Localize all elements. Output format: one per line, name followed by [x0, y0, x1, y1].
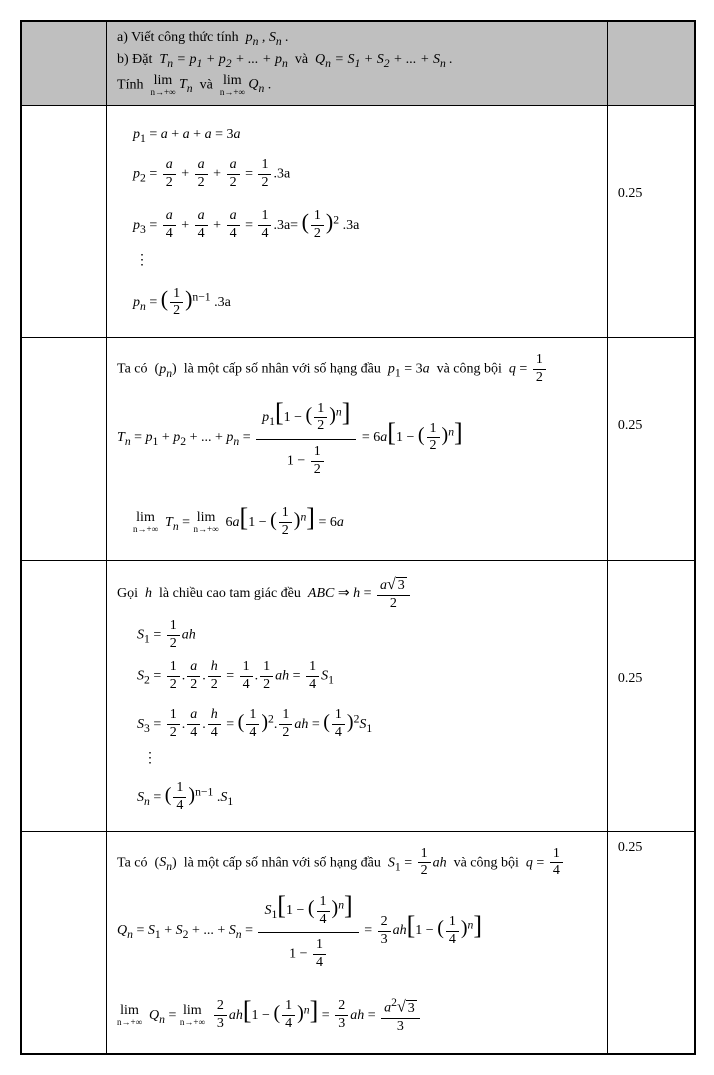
r3-S3: S3 = 12.a4.h4 = (14)2.12ah = (14)2S1 — [137, 700, 597, 744]
r2-lim: limn→+∞ Tn = limn→+∞ 6a[1 − (12)n] = 6a — [133, 489, 597, 546]
r4-score: 0.25 — [607, 831, 694, 1053]
r1-p1: p1 = a + a + a = 3a — [133, 120, 597, 151]
q-b-prefix: b) Đặt — [117, 52, 152, 67]
r1-pn: pn = (12)n−1 .3a — [133, 275, 597, 323]
r1-score: 0.25 — [607, 105, 694, 338]
r2-content: Ta có (pn) là một cấp số nhân với số hạn… — [107, 338, 608, 560]
q-a-math: pn , Sn . — [242, 30, 289, 45]
r2-intro: Ta có (pn) là một cấp số nhân với số hạn… — [117, 352, 597, 387]
q-c-prefix: Tính — [117, 77, 143, 92]
solution-row-2: Ta có (pn) là một cấp số nhân với số hạn… — [22, 338, 695, 560]
r2-intro-pre: Ta có — [117, 362, 148, 377]
solution-row-3: Gọi h là chiều cao tam giác đều ABC ⇒ h … — [22, 560, 695, 831]
q-b-T: Tn = p1 + p2 + ... + pn — [156, 52, 291, 67]
header-content: a) Viết công thức tính pn , Sn . b) Đặt … — [107, 22, 608, 106]
r4-Qn: Qn = S1 + S2 + ... + Sn = S1[1 − (14)n] … — [117, 886, 597, 976]
r3-exp: n−1 — [195, 785, 213, 798]
r4-lim: limn→+∞ Qn = limn→+∞ 23ah[1 − (14)n] = 2… — [117, 982, 597, 1039]
solution-row-1: p1 = a + a + a = 3a p2 = a2 + a2 + a2 = … — [22, 105, 695, 338]
r3-score-val: 0.25 — [618, 671, 643, 686]
r3-S1: S1 = 12ah — [137, 618, 597, 653]
r4-left — [22, 831, 107, 1053]
r4-pre: Ta có — [117, 855, 148, 870]
r3-goi: Gọi — [117, 586, 138, 601]
r3-intro: Gọi h là chiều cao tam giác đều ABC ⇒ h … — [117, 575, 597, 613]
r1-p3: p3 = a4 + a4 + a4 = 14.3a= (12)2 .3a — [133, 198, 597, 246]
r2-score: 0.25 — [607, 338, 694, 560]
r3-Sn: Sn = (14)n−1 .S1 — [137, 773, 597, 817]
r2-left — [22, 338, 107, 560]
question-a: a) Viết công thức tính pn , Sn . — [117, 30, 597, 48]
r1-p2: p2 = a2 + a2 + a2 = 12.3a — [133, 157, 597, 192]
r3-vdots: ⋮ — [143, 750, 597, 767]
r1-score-val: 0.25 — [618, 186, 643, 201]
r3-S2: S2 = 12.a2.h2 = 14.12ah = 14S1 — [137, 659, 597, 694]
r2-score-val: 0.25 — [618, 418, 643, 433]
r1-vdots: ⋮ — [135, 252, 597, 269]
lim-Tn: lim n→+∞ — [150, 74, 175, 97]
r1-content: p1 = a + a + a = 3a p2 = a2 + a2 + a2 = … — [107, 105, 608, 338]
r4-txt: là một cấp số nhân với số hạng đầu — [184, 855, 381, 870]
q-c-and: và — [200, 77, 213, 92]
question-b: b) Đặt Tn = p1 + p2 + ... + pn và Qn = S… — [117, 52, 597, 70]
r3-left — [22, 560, 107, 831]
header-left-cell — [22, 22, 107, 106]
question-c: Tính lim n→+∞ Tn và lim n→+∞ Qn . — [117, 74, 597, 97]
r4-content: Ta có (Sn) là một cấp số nhân với số hạn… — [107, 831, 608, 1053]
r2-intro-and: và công bội — [437, 362, 502, 377]
r3-txt: là chiều cao tam giác đều — [159, 586, 301, 601]
q-a-text: a) Viết công thức tính — [117, 30, 239, 45]
header-right-cell — [607, 22, 694, 106]
r2-Tn: Tn = p1 + p2 + ... + pn = p1[1 − (12)n] … — [117, 393, 597, 483]
solution-table: a) Viết công thức tính pn , Sn . b) Đặt … — [21, 21, 695, 1054]
exp-n1: n−1 — [192, 290, 210, 303]
q-b-and: và — [295, 52, 308, 67]
r4-and: và công bội — [454, 855, 519, 870]
r4-intro: Ta có (Sn) là một cấp số nhân với số hạn… — [117, 846, 597, 881]
header-row: a) Viết công thức tính pn , Sn . b) Đặt … — [22, 22, 695, 106]
r2-intro-txt: là một cấp số nhân với số hạng đầu — [184, 362, 381, 377]
q-b-Q: Qn = S1 + S2 + ... + Sn . — [312, 52, 453, 67]
r4-score-val: 0.25 — [618, 840, 643, 855]
r1-left — [22, 105, 107, 338]
exp-2: 2 — [333, 213, 339, 226]
solution-row-4: Ta có (Sn) là một cấp số nhân với số hạn… — [22, 831, 695, 1053]
lim-Qn: lim n→+∞ — [220, 74, 245, 97]
r3-score: 0.25 — [607, 560, 694, 831]
r3-content: Gọi h là chiều cao tam giác đều ABC ⇒ h … — [107, 560, 608, 831]
page-container: a) Viết công thức tính pn , Sn . b) Đặt … — [20, 20, 696, 1055]
